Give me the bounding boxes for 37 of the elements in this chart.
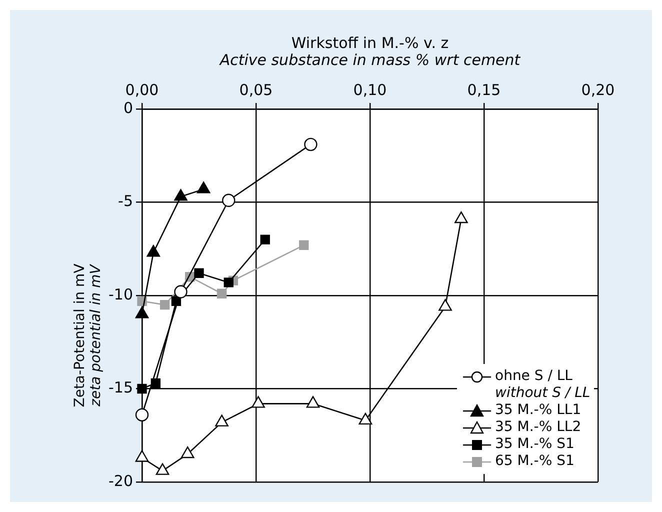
x-tick-label: 0,15 [467, 80, 501, 99]
point [180, 446, 194, 458]
point [222, 194, 236, 207]
point [146, 245, 160, 257]
point [252, 396, 265, 408]
point [306, 396, 320, 408]
legend-label: 35 M.-% LL1 [495, 402, 582, 419]
legend-label: 65 M.-% S1 [495, 453, 574, 470]
y-tick-label: -20 [108, 472, 133, 490]
point [135, 408, 149, 422]
point [135, 306, 149, 318]
point [299, 240, 309, 250]
point [135, 450, 149, 462]
point [194, 268, 204, 278]
x-axis-title: Wirkstoff in M.-% v. z Active substance in mass % wrt cement [218, 34, 522, 69]
point [215, 414, 228, 426]
y-tick-label: -5 [118, 192, 133, 210]
x-tick-label: 0,10 [353, 80, 387, 99]
y-axis-title: Zeta-Potential in mV zeta potential in mV [72, 263, 104, 408]
legend-label: ohne S / LL without S / LL [495, 368, 590, 402]
point [160, 300, 170, 310]
x-tick-label: 0,05 [239, 80, 273, 99]
point [304, 138, 318, 152]
y-tick-label: -10 [108, 285, 133, 304]
point [216, 288, 227, 298]
point [224, 278, 234, 288]
y-tick-label: -15 [108, 378, 133, 397]
x-tick-label: 0,00 [125, 80, 159, 99]
y-tick-label: 0 [123, 98, 133, 117]
point [358, 412, 372, 425]
point [260, 234, 270, 244]
legend-label: 35 M.-% S1 [495, 436, 574, 453]
point [438, 299, 452, 311]
point [174, 285, 188, 298]
point [156, 463, 170, 475]
legend-label: 35 M.-% LL2 [495, 419, 582, 436]
x-tick-label: 0,20 [581, 80, 615, 99]
